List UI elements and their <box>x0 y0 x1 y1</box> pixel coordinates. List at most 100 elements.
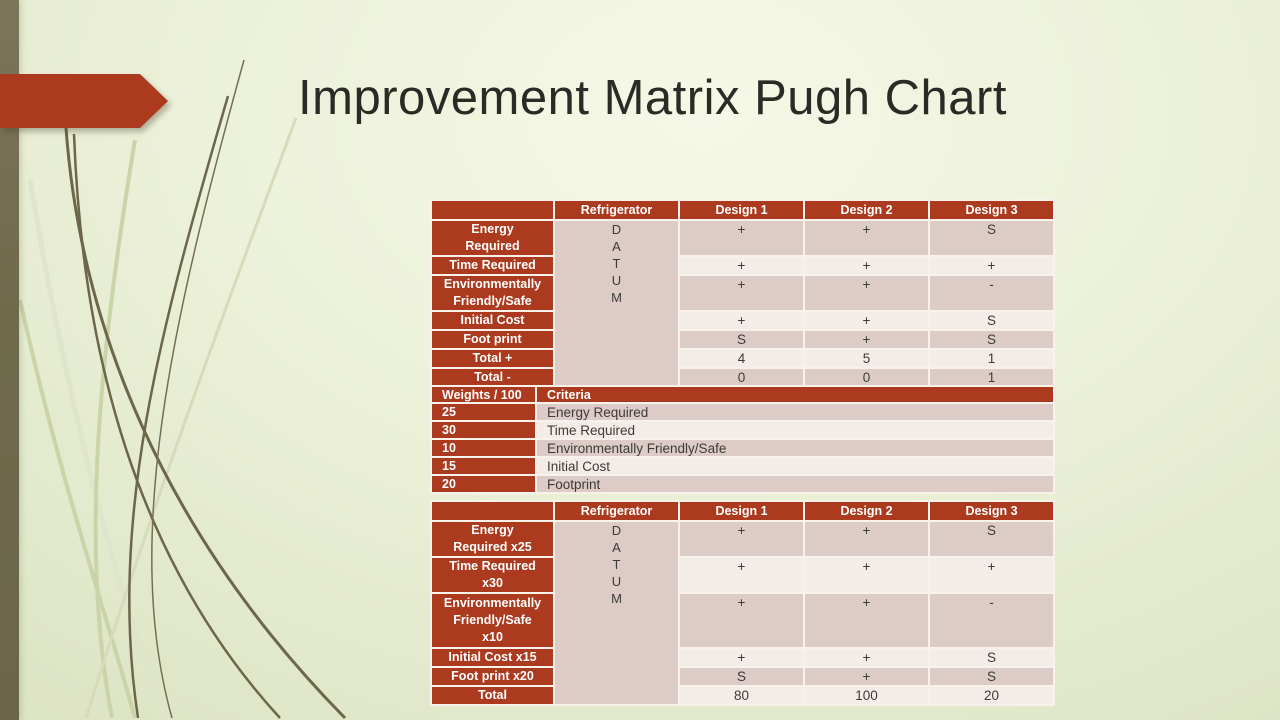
row-header-line: x10 <box>482 630 503 644</box>
datum-letter: T <box>612 256 621 271</box>
column-header-design1: Design 1 <box>680 201 803 219</box>
total-cell: 5 <box>805 350 928 367</box>
datum-letter: U <box>611 574 622 589</box>
score-cell: + <box>680 522 803 556</box>
page-title: Improvement Matrix Pugh Chart <box>298 71 1007 125</box>
total-cell: 80 <box>680 687 803 704</box>
weights-header: Weights / 100 <box>432 387 535 402</box>
score-cell: + <box>805 522 928 556</box>
datum-letter: D <box>611 523 622 538</box>
score-cell: S <box>930 522 1053 556</box>
weight-value: 25 <box>432 404 535 420</box>
criteria-name: Time Required <box>537 422 1053 438</box>
score-cell: + <box>805 594 928 647</box>
criteria-name: Energy Required <box>537 404 1053 420</box>
left-accent-bar <box>0 0 19 720</box>
datum-letter: D <box>611 222 622 237</box>
datum-cell: D A T U M <box>555 522 678 704</box>
column-header-refrigerator: Refrigerator <box>555 201 678 219</box>
pugh-table-weighted: Refrigerator Design 1 Design 2 Design 3 … <box>430 500 1055 706</box>
total-cell: 1 <box>930 369 1053 386</box>
row-header-foot-print-x20: Foot print x20 <box>432 668 553 685</box>
score-cell: + <box>930 558 1053 592</box>
weight-value: 20 <box>432 476 535 492</box>
datum-letter: M <box>611 591 622 606</box>
score-cell: + <box>805 257 928 274</box>
row-header-environmentally-x10: Environmentally Friendly/Safe x10 <box>432 594 553 647</box>
datum-letter: A <box>612 540 621 555</box>
criteria-header: Criteria <box>537 387 1053 402</box>
total-cell: 1 <box>930 350 1053 367</box>
score-cell: S <box>930 649 1053 666</box>
score-cell: + <box>805 558 928 592</box>
row-header-line: Energy <box>471 523 514 537</box>
row-header-line: Energy <box>471 222 514 236</box>
score-cell: S <box>930 668 1053 685</box>
row-header-total-plus: Total + <box>432 350 553 367</box>
total-cell: 100 <box>805 687 928 704</box>
row-header-line: Friendly/Safe <box>453 294 532 308</box>
row-header-total-minus: Total - <box>432 369 553 386</box>
datum-letter: T <box>612 557 621 572</box>
score-cell: + <box>680 257 803 274</box>
row-header-line: x30 <box>482 576 503 590</box>
row-header-line: Required <box>465 239 520 253</box>
score-cell: + <box>805 668 928 685</box>
score-cell: S <box>930 331 1053 348</box>
row-header-line: Environmentally <box>443 596 542 610</box>
datum-letter: M <box>611 290 622 305</box>
column-header-design3: Design 3 <box>930 201 1053 219</box>
row-header-line: Required x25 <box>453 540 532 554</box>
total-cell: 0 <box>805 369 928 386</box>
score-cell: S <box>680 668 803 685</box>
datum-cell: D A T U M <box>555 221 678 386</box>
row-header-initial-cost: Initial Cost <box>432 312 553 329</box>
total-cell: 20 <box>930 687 1053 704</box>
score-cell: + <box>805 649 928 666</box>
row-header-time-required-x30: Time Required x30 <box>432 558 553 592</box>
score-cell: - <box>930 594 1053 647</box>
row-header-environmentally: Environmentally Friendly/Safe <box>432 276 553 310</box>
score-cell: S <box>680 331 803 348</box>
column-header-design2: Design 2 <box>805 502 928 520</box>
score-cell: + <box>680 594 803 647</box>
row-header-initial-cost-x15: Initial Cost x15 <box>432 649 553 666</box>
score-cell: + <box>805 221 928 255</box>
row-header-foot-print: Foot print <box>432 331 553 348</box>
score-cell: S <box>930 221 1053 255</box>
row-header-line: Environmentally <box>443 277 542 291</box>
score-cell: + <box>680 221 803 255</box>
column-header-design1: Design 1 <box>680 502 803 520</box>
criteria-name: Environmentally Friendly/Safe <box>537 440 1053 456</box>
weight-value: 15 <box>432 458 535 474</box>
score-cell: + <box>805 276 928 310</box>
score-cell: + <box>680 649 803 666</box>
weights-table: Weights / 100 Criteria 25 Energy Require… <box>430 385 1055 494</box>
score-cell: + <box>930 257 1053 274</box>
column-header-refrigerator: Refrigerator <box>555 502 678 520</box>
column-header-design3: Design 3 <box>930 502 1053 520</box>
column-header-blank <box>432 201 553 219</box>
score-cell: S <box>930 312 1053 329</box>
row-header-total: Total <box>432 687 553 704</box>
row-header-time-required: Time Required <box>432 257 553 274</box>
score-cell: + <box>680 276 803 310</box>
score-cell: + <box>680 312 803 329</box>
criteria-name: Initial Cost <box>537 458 1053 474</box>
row-header-energy-required-x25: Energy Required x25 <box>432 522 553 556</box>
score-cell: + <box>805 331 928 348</box>
column-header-blank <box>432 502 553 520</box>
row-header-energy-required: Energy Required <box>432 221 553 255</box>
datum-letter: U <box>611 273 622 288</box>
weight-value: 30 <box>432 422 535 438</box>
score-cell: + <box>805 312 928 329</box>
weight-value: 10 <box>432 440 535 456</box>
total-cell: 4 <box>680 350 803 367</box>
criteria-name: Footprint <box>537 476 1053 492</box>
row-header-line: Friendly/Safe <box>453 613 532 627</box>
total-cell: 0 <box>680 369 803 386</box>
datum-letter: A <box>612 239 621 254</box>
column-header-design2: Design 2 <box>805 201 928 219</box>
pugh-table-unweighted: Refrigerator Design 1 Design 2 Design 3 … <box>430 199 1055 388</box>
